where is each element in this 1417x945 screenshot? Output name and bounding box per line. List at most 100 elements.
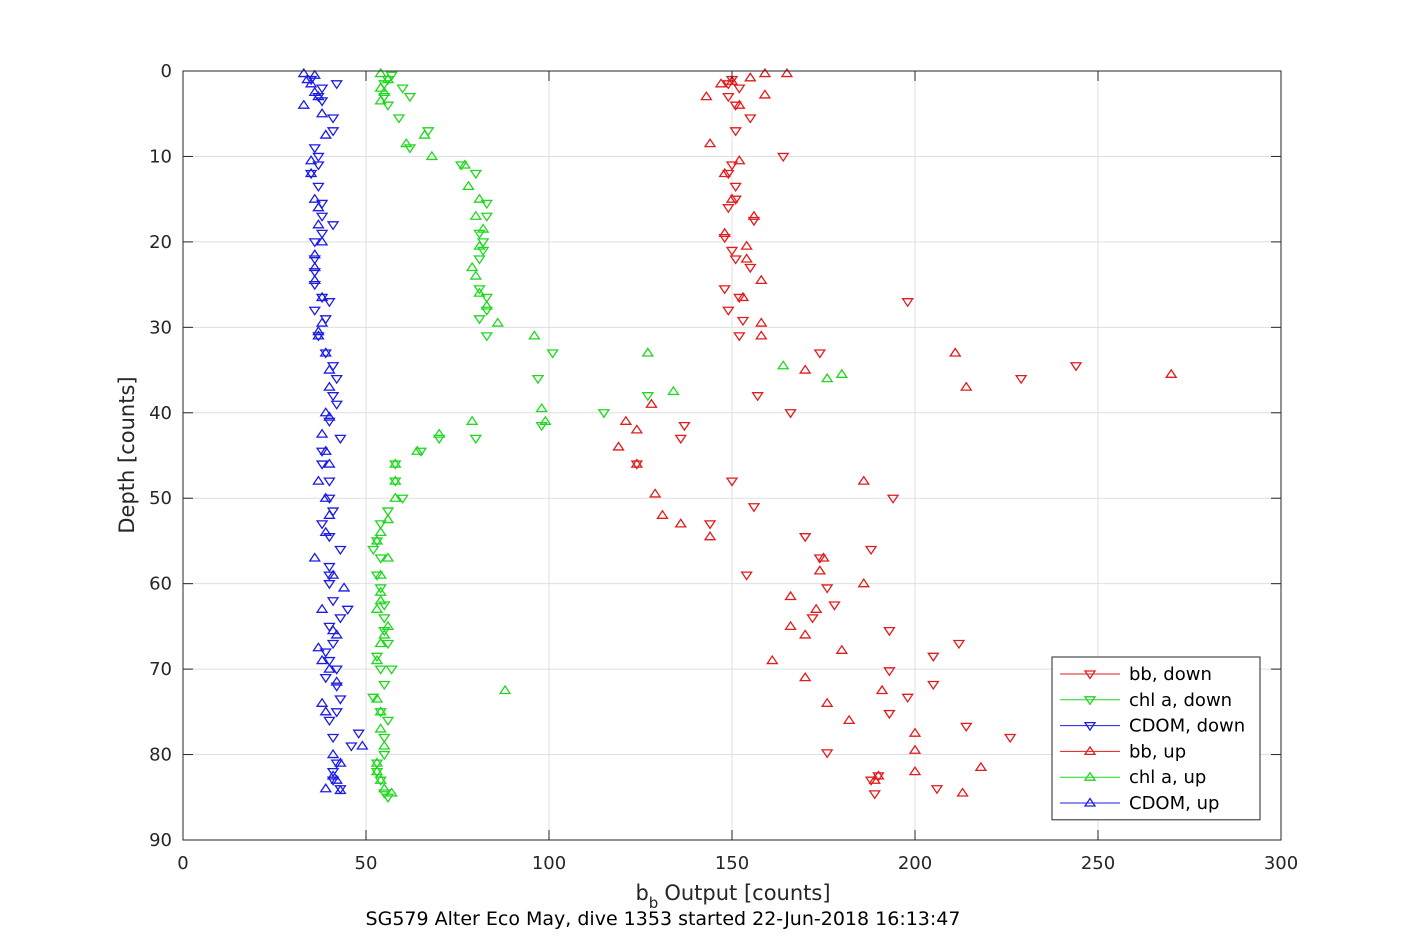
data-point xyxy=(864,545,878,556)
data-point xyxy=(718,233,731,244)
data-point xyxy=(1003,733,1017,744)
data-point xyxy=(319,648,332,658)
data-point xyxy=(908,765,922,776)
data-point xyxy=(758,67,772,78)
data-point xyxy=(367,693,380,703)
x-tick-label: 300 xyxy=(1264,853,1298,874)
data-point xyxy=(777,360,790,370)
data-point xyxy=(312,642,325,652)
data-point xyxy=(389,492,402,502)
data-point xyxy=(403,92,417,103)
data-point xyxy=(868,774,881,784)
data-point xyxy=(308,280,321,291)
data-point xyxy=(630,458,644,468)
data-point xyxy=(323,580,336,590)
data-point xyxy=(718,167,731,178)
data-point xyxy=(396,494,409,504)
data-point xyxy=(330,708,343,718)
data-point xyxy=(432,428,446,438)
data-point xyxy=(612,441,625,451)
data-point xyxy=(330,629,343,639)
data-point xyxy=(378,750,391,761)
data-point xyxy=(381,513,395,524)
x-tick-label: 250 xyxy=(1081,853,1115,874)
data-point xyxy=(619,415,633,425)
data-point xyxy=(312,90,325,101)
data-point xyxy=(725,246,739,257)
data-point xyxy=(747,216,761,227)
x-tick-label: 0 xyxy=(177,853,188,874)
data-point xyxy=(744,72,757,82)
data-point xyxy=(465,261,479,272)
data-point xyxy=(312,330,325,340)
data-point xyxy=(842,714,856,725)
data-point xyxy=(326,597,340,607)
data-point xyxy=(956,787,969,797)
data-point xyxy=(473,240,486,250)
data-point xyxy=(432,434,446,445)
data-point xyxy=(330,676,343,686)
data-point xyxy=(425,150,439,161)
data-point xyxy=(315,520,329,530)
data-point xyxy=(740,571,753,581)
data-point xyxy=(835,644,849,654)
data-point xyxy=(733,332,746,342)
data-point xyxy=(454,161,468,171)
data-point xyxy=(835,368,849,378)
data-point xyxy=(319,783,332,793)
data-point xyxy=(700,90,713,101)
data-point xyxy=(630,460,644,470)
data-point xyxy=(337,582,351,592)
data-point xyxy=(312,161,325,171)
data-point xyxy=(308,255,321,265)
data-point xyxy=(798,364,812,374)
data-point xyxy=(396,84,409,94)
data-point xyxy=(809,603,823,613)
data-point xyxy=(498,684,512,695)
data-point xyxy=(714,78,728,88)
data-point xyxy=(729,255,742,265)
data-point xyxy=(323,364,336,374)
data-point xyxy=(378,86,391,97)
data-point xyxy=(798,629,812,639)
data-point xyxy=(806,614,819,624)
y-tick-label: 0 xyxy=(161,61,172,82)
data-point xyxy=(370,759,384,769)
data-point xyxy=(630,424,644,434)
data-point xyxy=(378,783,391,793)
data-point xyxy=(927,680,940,691)
data-point xyxy=(729,127,742,137)
data-point xyxy=(469,210,483,220)
data-point xyxy=(312,202,325,212)
data-point xyxy=(319,706,332,716)
data-point xyxy=(323,298,336,308)
data-point xyxy=(323,494,336,504)
data-point xyxy=(312,152,325,163)
data-point xyxy=(414,447,428,457)
data-point xyxy=(1164,368,1178,378)
data-point xyxy=(400,137,413,148)
series-3 xyxy=(612,67,1178,797)
data-point xyxy=(539,415,552,425)
data-point xyxy=(319,407,332,417)
data-point xyxy=(780,67,794,78)
y-tick-label: 80 xyxy=(149,745,172,766)
data-point xyxy=(872,770,885,780)
data-point xyxy=(883,627,896,637)
data-point xyxy=(777,152,790,163)
data-point xyxy=(784,409,797,419)
data-point xyxy=(733,293,746,304)
data-point xyxy=(546,349,559,359)
data-point xyxy=(334,757,347,767)
data-point xyxy=(820,749,834,759)
data-point xyxy=(740,253,753,263)
data-point xyxy=(326,733,340,744)
series-4 xyxy=(370,67,849,797)
data-point xyxy=(674,434,687,445)
data-point xyxy=(820,372,834,383)
data-point xyxy=(330,774,343,784)
legend-marker xyxy=(1083,670,1097,680)
data-point xyxy=(330,374,343,385)
data-point xyxy=(326,127,340,137)
data-point xyxy=(374,774,387,784)
